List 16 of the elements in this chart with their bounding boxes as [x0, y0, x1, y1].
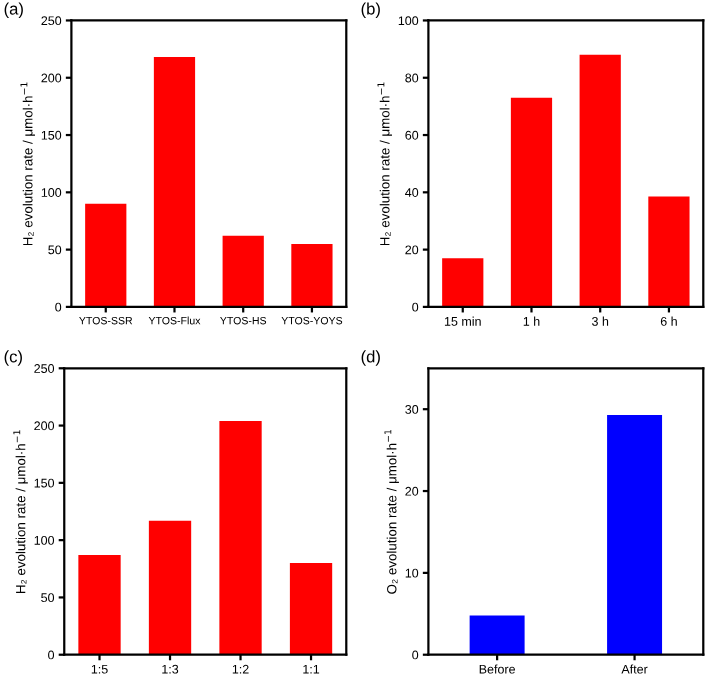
- chart-title: (d): [361, 350, 380, 366]
- chart-title: (a): [4, 2, 23, 18]
- chart-title: (b): [361, 2, 380, 18]
- bar: [78, 555, 121, 655]
- bar: [148, 520, 192, 655]
- bar: [442, 258, 484, 307]
- bar: [85, 203, 127, 307]
- bar: [222, 235, 264, 307]
- bar: [153, 57, 196, 307]
- bar: [289, 563, 333, 655]
- bar: [648, 196, 690, 307]
- chart-title: (c): [4, 350, 22, 366]
- bar: [510, 97, 553, 307]
- bar: [291, 243, 333, 307]
- bar: [219, 420, 262, 655]
- bar: [579, 54, 621, 307]
